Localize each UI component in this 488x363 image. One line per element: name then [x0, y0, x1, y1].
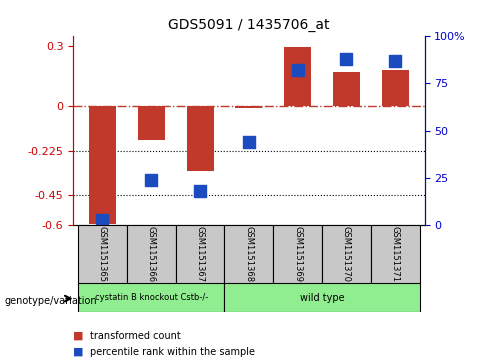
Text: transformed count: transformed count — [90, 331, 181, 341]
Text: GSM1151366: GSM1151366 — [147, 226, 156, 282]
Text: percentile rank within the sample: percentile rank within the sample — [90, 347, 255, 357]
FancyBboxPatch shape — [224, 283, 420, 312]
FancyBboxPatch shape — [224, 225, 273, 283]
Point — [196, 188, 204, 194]
Title: GDS5091 / 1435706_at: GDS5091 / 1435706_at — [168, 19, 329, 33]
Point — [294, 68, 302, 73]
Point — [343, 56, 350, 62]
FancyBboxPatch shape — [127, 225, 176, 283]
Bar — [187, 106, 214, 171]
Text: GSM1151367: GSM1151367 — [196, 226, 204, 282]
FancyBboxPatch shape — [371, 225, 420, 283]
FancyBboxPatch shape — [273, 225, 322, 283]
FancyBboxPatch shape — [176, 225, 224, 283]
Text: GSM1151369: GSM1151369 — [293, 226, 302, 282]
Text: wild type: wild type — [300, 293, 345, 303]
Text: ■: ■ — [73, 331, 84, 341]
Point — [245, 139, 253, 145]
Text: GSM1151371: GSM1151371 — [391, 226, 400, 282]
Point — [147, 177, 155, 183]
Bar — [236, 106, 263, 108]
Text: GSM1151370: GSM1151370 — [342, 226, 351, 282]
Bar — [285, 46, 311, 106]
Text: GSM1151368: GSM1151368 — [244, 226, 253, 282]
Text: ■: ■ — [73, 347, 84, 357]
Bar — [382, 70, 409, 106]
Text: cystatin B knockout Cstb-/-: cystatin B knockout Cstb-/- — [95, 293, 208, 302]
Text: GSM1151365: GSM1151365 — [98, 226, 107, 282]
Bar — [89, 106, 116, 224]
FancyBboxPatch shape — [322, 225, 371, 283]
Text: genotype/variation: genotype/variation — [5, 296, 98, 306]
Point — [391, 58, 399, 64]
Point — [99, 217, 106, 223]
Bar — [138, 106, 165, 140]
FancyBboxPatch shape — [78, 283, 224, 312]
FancyBboxPatch shape — [78, 225, 127, 283]
Bar — [333, 72, 360, 106]
